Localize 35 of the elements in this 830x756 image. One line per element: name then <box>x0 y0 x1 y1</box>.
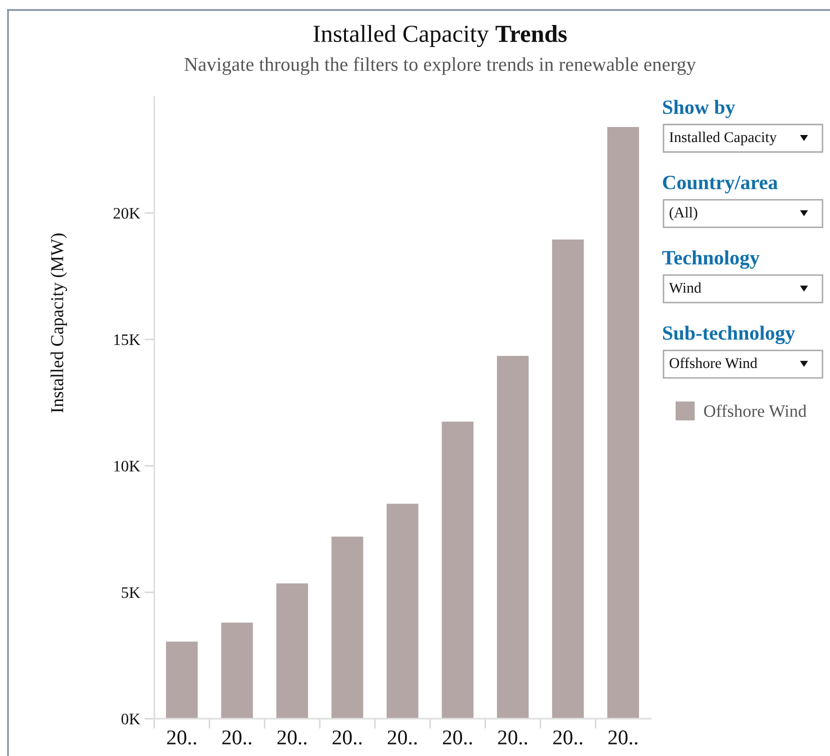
bar <box>331 536 364 719</box>
x-tick-label: 20.. <box>498 730 528 745</box>
bar <box>166 642 198 719</box>
bar <box>552 240 584 719</box>
text: Show by <box>663 100 736 118</box>
legend-label: Offshore Wind <box>704 404 807 418</box>
bar <box>276 583 308 719</box>
text: Wind <box>669 282 702 293</box>
x-tick-label: 20.. <box>167 730 196 745</box>
chart-title: Installed Capacity Trends <box>314 24 567 48</box>
x-tick-label: 20.. <box>277 730 306 745</box>
text: (All) <box>670 207 698 221</box>
bar <box>386 504 418 719</box>
x-tick-label: 20.. <box>553 730 582 745</box>
y-tick-label: 20K <box>114 208 140 219</box>
text: Installed Capacity <box>670 132 777 146</box>
x-tick-label: 20.. <box>442 730 472 745</box>
bar <box>496 356 529 719</box>
y-tick-label: 5K <box>122 587 140 598</box>
x-tick-label: 20.. <box>608 730 638 745</box>
y-tick-label: 10K <box>114 460 140 472</box>
bar <box>607 127 639 719</box>
x-tick-label: 20.. <box>388 730 417 745</box>
text: Country/area <box>662 176 778 194</box>
text: Technology <box>662 250 760 269</box>
chart-subtitle: Navigate through the filters to explore trends in renewable energy <box>184 57 696 75</box>
y-tick-label: 15K <box>114 334 140 346</box>
bar <box>221 622 253 719</box>
x-tick-label: 20.. <box>222 730 252 745</box>
y-tick-label: 0K <box>122 714 140 724</box>
y-axis-title: Installed Capacity (MW) <box>50 234 67 413</box>
x-tick-label: 20.. <box>332 730 362 745</box>
text: Sub-technology <box>663 326 795 344</box>
bar <box>442 422 474 719</box>
text: Offshore Wind <box>670 358 758 368</box>
